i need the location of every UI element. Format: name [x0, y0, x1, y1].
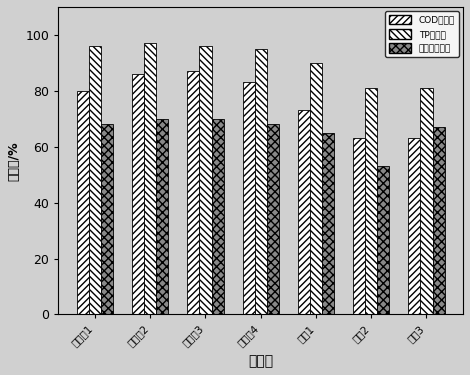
Bar	[255, 49, 267, 315]
Bar	[144, 43, 157, 315]
Bar	[212, 119, 224, 315]
Bar	[77, 91, 89, 315]
Bar	[432, 127, 445, 315]
Bar	[267, 124, 279, 315]
Bar	[420, 88, 432, 315]
Bar	[322, 133, 334, 315]
Bar	[187, 71, 199, 315]
Bar	[243, 82, 255, 315]
Bar	[298, 110, 310, 315]
Bar	[408, 138, 420, 315]
Bar	[353, 138, 365, 315]
Legend: COD去除率, TP去除率, 铬离子去除率: COD去除率, TP去除率, 铬离子去除率	[385, 12, 459, 57]
Bar	[101, 124, 113, 315]
Bar	[377, 166, 390, 315]
Y-axis label: 去除率/%: 去除率/%	[7, 141, 20, 180]
Bar	[89, 46, 101, 315]
Bar	[365, 88, 377, 315]
Bar	[199, 46, 212, 315]
X-axis label: 实验组: 实验组	[248, 354, 273, 368]
Bar	[132, 74, 144, 315]
Bar	[310, 63, 322, 315]
Bar	[157, 119, 168, 315]
